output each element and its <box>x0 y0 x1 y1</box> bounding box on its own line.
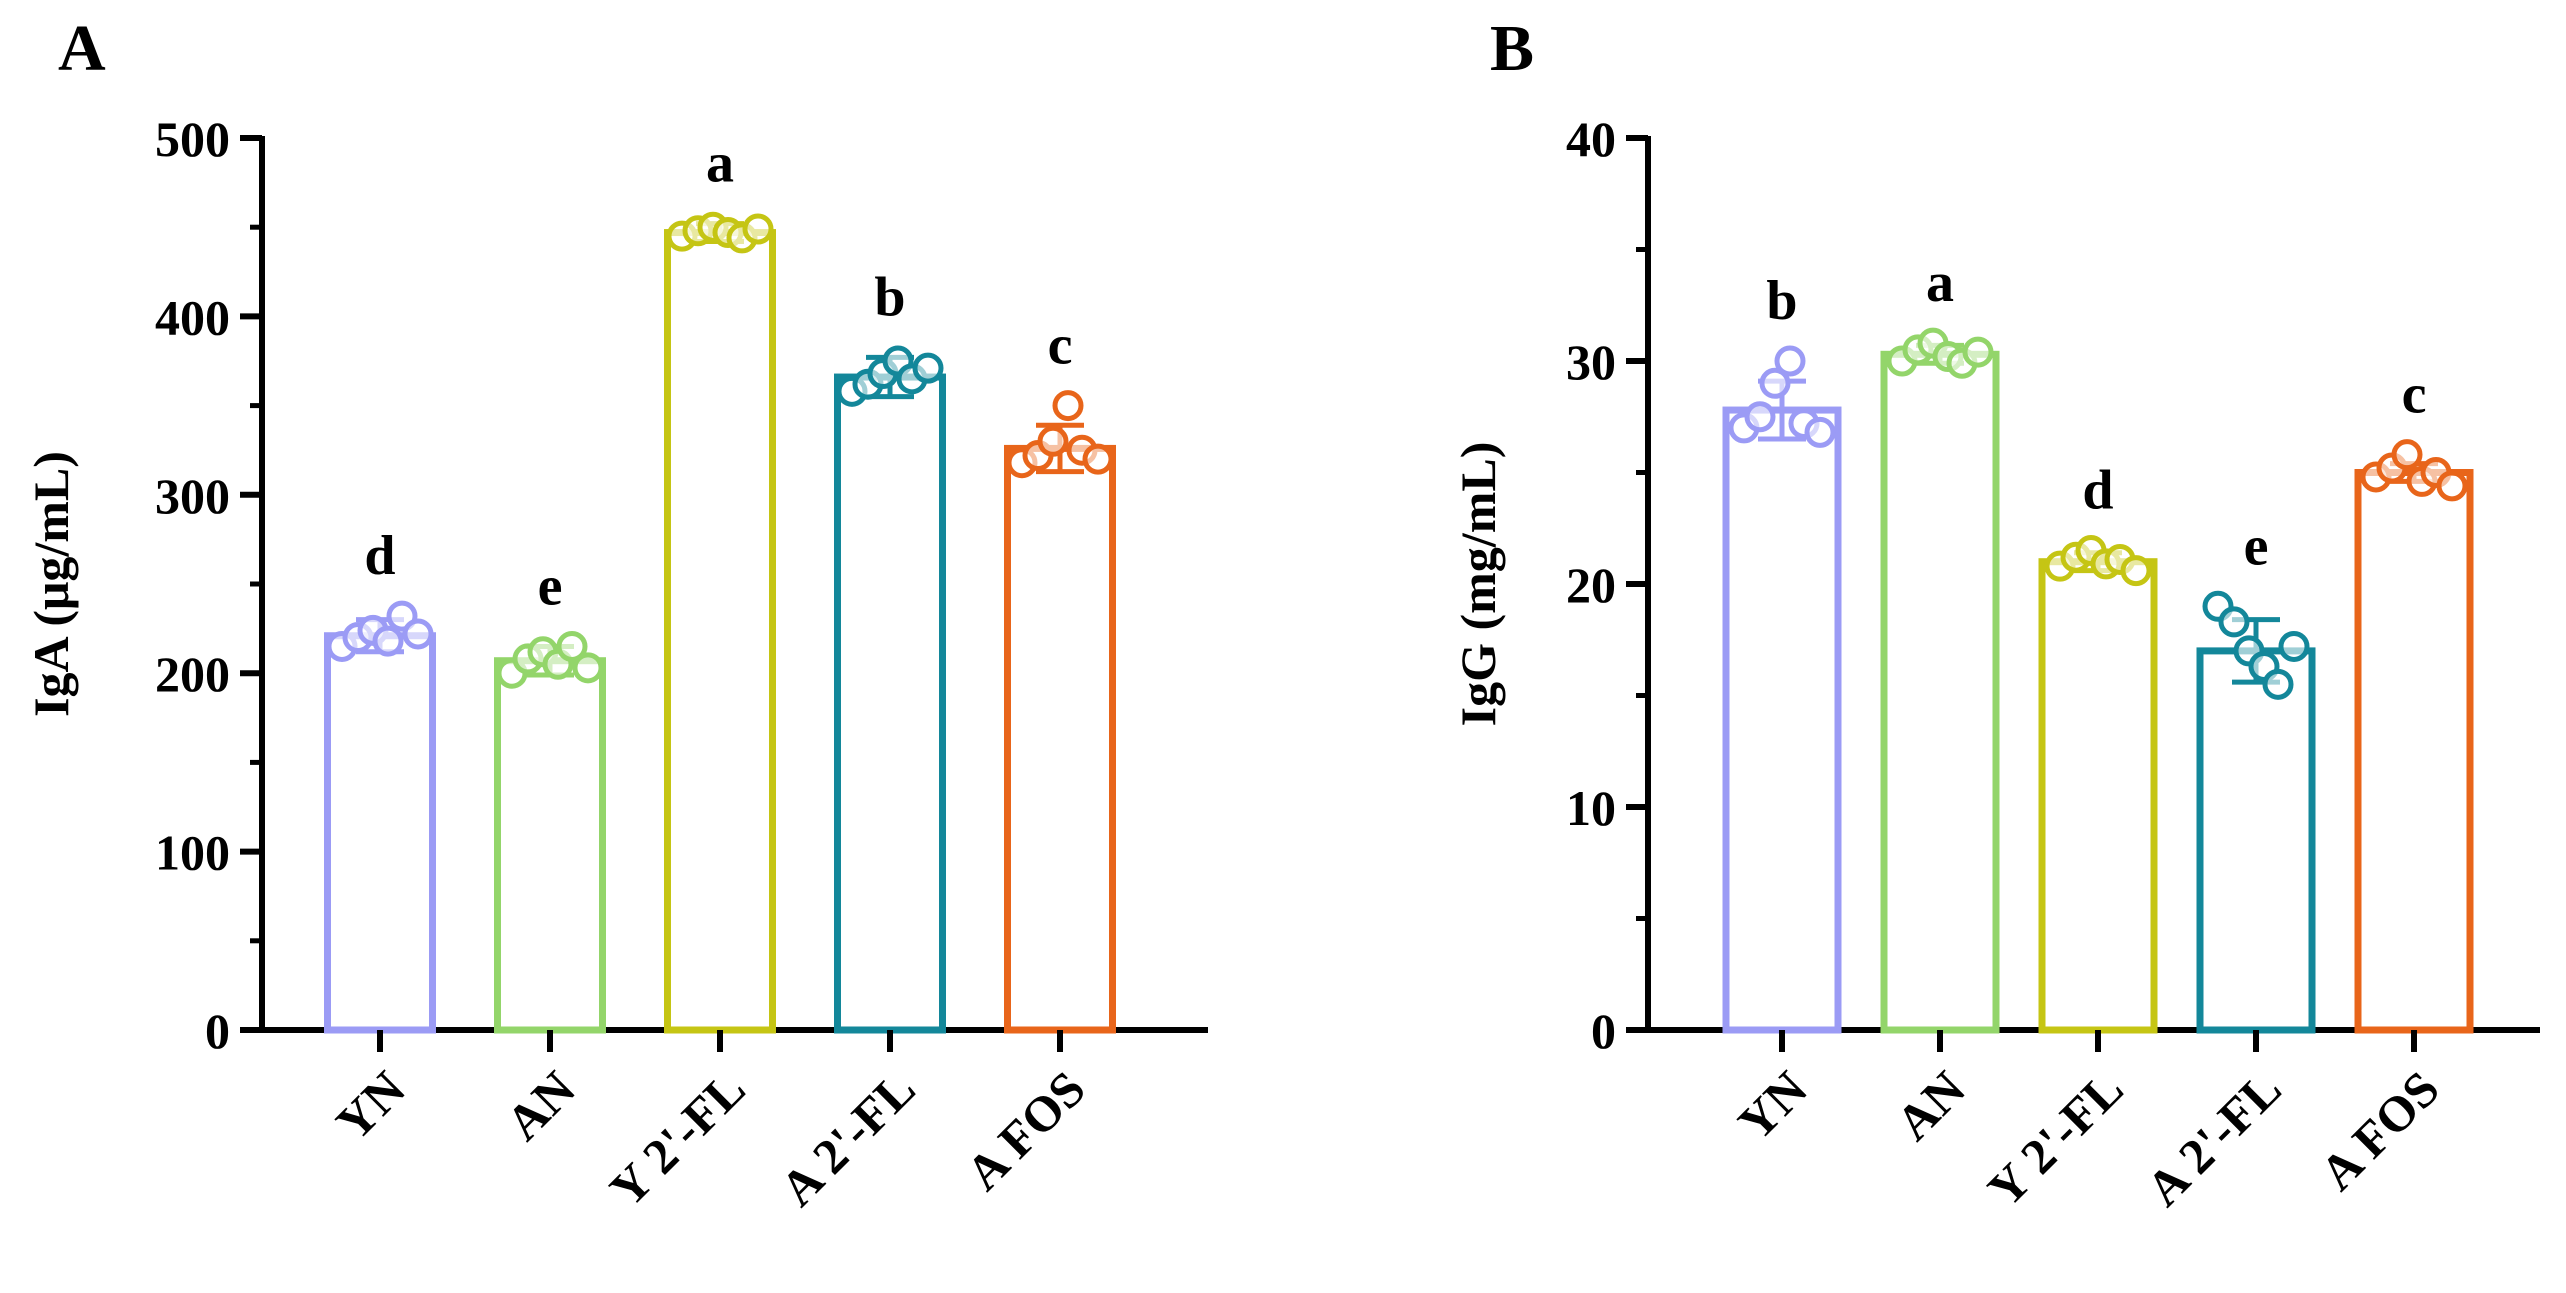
bar <box>1880 350 2000 1034</box>
x-tick-label: A FOS <box>955 1060 1096 1201</box>
bar <box>834 373 946 1034</box>
bar <box>2196 647 2316 1034</box>
y-tick-label: 30 <box>1566 334 1616 390</box>
y-tick-label: 300 <box>155 468 230 524</box>
significance-letter: e <box>538 555 563 617</box>
bar <box>2038 558 2158 1034</box>
data-point <box>2120 555 2152 587</box>
data-point <box>372 625 404 657</box>
data-point <box>2262 668 2294 700</box>
bar <box>324 632 436 1034</box>
significance-letter: b <box>1766 270 1797 332</box>
y-tick-label: 40 <box>1566 111 1616 167</box>
panel-label: B <box>1490 12 1534 85</box>
y-tick-label: 500 <box>155 111 230 167</box>
data-point <box>912 352 944 384</box>
data-point <box>556 630 588 662</box>
x-tick-label: A 2'-FL <box>769 1060 925 1216</box>
significance-letter: a <box>1926 252 1954 314</box>
y-tick-label: 200 <box>155 646 230 702</box>
bar <box>494 657 606 1034</box>
panel-label: A <box>58 12 106 85</box>
y-tick-label: 100 <box>155 825 230 881</box>
data-point <box>2278 630 2310 662</box>
x-tick-label: Y 2'-FL <box>599 1060 756 1217</box>
significance-letter: b <box>874 266 905 328</box>
data-point <box>1774 345 1806 377</box>
data-point <box>2218 606 2250 638</box>
data-point <box>1804 416 1836 448</box>
significance-letter: d <box>2082 460 2113 522</box>
x-tick-label: AN <box>495 1060 586 1151</box>
bar <box>1722 406 1842 1034</box>
y-tick-label: 0 <box>205 1003 230 1059</box>
x-tick-label: A 2'-FL <box>2135 1060 2291 1216</box>
y-tick-label: 0 <box>1591 1003 1616 1059</box>
data-point <box>1052 390 1084 422</box>
data-point <box>1037 425 1069 457</box>
data-point <box>2436 470 2468 502</box>
y-tick-label: 400 <box>155 289 230 345</box>
data-point <box>1962 336 1994 368</box>
x-tick-label: A FOS <box>2309 1060 2450 1201</box>
y-axis-label: IgG (mg/mL) <box>1450 442 1506 727</box>
y-tick-label: 10 <box>1566 780 1616 836</box>
significance-letter: c <box>1048 315 1073 377</box>
bar <box>664 229 776 1034</box>
y-tick-label: 20 <box>1566 557 1616 613</box>
data-point <box>1744 401 1776 433</box>
chart-panel-b: B 0 10 20 30 40 IgG (mg/mL) b YN a AN d Y 2'-FL e A 2'… <box>1450 12 2540 1217</box>
bar <box>1004 444 1116 1034</box>
data-point <box>2391 439 2423 471</box>
data-point <box>402 618 434 650</box>
data-point <box>1759 367 1791 399</box>
y-axis-label: IgA (μg/mL) <box>23 451 79 717</box>
data-point <box>1082 443 1114 475</box>
x-tick-label: YN <box>1727 1060 1818 1151</box>
data-point <box>572 652 604 684</box>
significance-letter: a <box>706 133 734 195</box>
significance-letter: c <box>2402 364 2427 426</box>
x-tick-label: Y 2'-FL <box>1977 1060 2134 1217</box>
chart-panel-a: A 0 100 200 300 400 500 IgA (μg/mL) d YN e AN a Y 2'-… <box>23 12 1208 1217</box>
x-tick-label: YN <box>325 1060 416 1151</box>
data-point <box>742 213 774 245</box>
significance-letter: d <box>364 525 395 587</box>
significance-letter: e <box>2244 515 2269 577</box>
bar <box>2354 469 2474 1034</box>
x-tick-label: AN <box>1885 1060 1976 1151</box>
